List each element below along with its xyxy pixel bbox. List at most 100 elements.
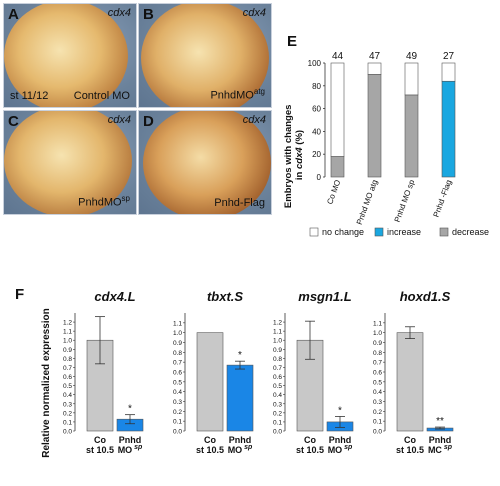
- gene-label-d: cdx4: [242, 114, 266, 126]
- category-label-f: Pnhd: [119, 435, 142, 445]
- panel-label-a: A: [8, 6, 19, 23]
- embryo-c: [4, 111, 132, 214]
- legend-swatch: [309, 227, 319, 237]
- bar-f: [396, 332, 424, 432]
- y-tick-label-f: 0.2: [63, 410, 72, 417]
- y-tick-label-f: 0.7: [373, 360, 382, 367]
- y-tick-label-f: 1.0: [173, 330, 182, 337]
- y-tick-label-f: 1.0: [373, 330, 382, 337]
- category-label-f: Co: [204, 435, 216, 445]
- category-label-f2: st 10.5: [396, 445, 424, 455]
- bar-charts-f: Relative normalized expression cdx4.L 0.0…: [41, 289, 454, 458]
- bar-segment-decrease: [330, 156, 345, 178]
- category-label-e: Pnhd MO sp: [393, 178, 417, 223]
- y-axis-label-e: Embryos with changes in cdx4 (%): [283, 102, 305, 208]
- legend-label: increase: [387, 227, 421, 237]
- y-tick-label-f: 0.7: [173, 360, 182, 367]
- category-label-f: Pnhd: [429, 435, 452, 445]
- bar-segment-no-change: [404, 62, 419, 96]
- count-label: 49: [406, 51, 418, 62]
- y-tick-label-f: 0.1: [373, 419, 382, 426]
- y-tick-label-f: 0.1: [273, 419, 282, 426]
- embryo-a: [4, 4, 128, 107]
- legend-swatch: [439, 227, 449, 237]
- y-tick-label-f: 0.3: [173, 399, 182, 406]
- y-tick-label-f: 0.4: [373, 389, 382, 396]
- condition-label-d: Pnhd-Flag: [214, 197, 265, 209]
- y-tick-label-f: 0.2: [173, 409, 182, 416]
- image-panel-c: C cdx4 PnhdMOsp: [3, 110, 137, 215]
- y-tick-label-f: 0.9: [373, 340, 382, 347]
- y-axis-label-f: Relative normalized expression: [41, 308, 52, 458]
- bar-segment-no-change: [441, 62, 456, 82]
- y-tick-label-f: 0.8: [373, 350, 382, 357]
- y-tick-label-f: 0.5: [373, 379, 382, 386]
- y-tick-label-f: 0.8: [63, 356, 72, 363]
- category-label-f2: st 10.5: [86, 445, 114, 455]
- y-tick-label-f: 1.2: [273, 320, 282, 327]
- bar-segment-no-change: [330, 62, 345, 157]
- gene-label-b: cdx4: [242, 7, 266, 19]
- y-tick-label-f: 1.1: [373, 320, 382, 327]
- bar-segment-decrease: [367, 74, 382, 178]
- y-tick-label-e: 20: [312, 150, 321, 159]
- y-tick-label-f: 0.3: [373, 399, 382, 406]
- panel-label-c: C: [8, 113, 19, 130]
- category-label-f: Co: [404, 435, 416, 445]
- bar-segment-no-change: [367, 62, 382, 75]
- count-label: 44: [332, 51, 344, 62]
- category-label-f2: MO sp: [228, 444, 253, 455]
- embryo-b: [141, 4, 269, 107]
- chart-title-f: hoxd1.S: [400, 289, 451, 304]
- y-tick-label-e: 80: [312, 82, 321, 91]
- y-tick-label-f: 1.1: [273, 329, 282, 336]
- y-tick-label-f: 0.1: [63, 419, 72, 426]
- significance-marker: *: [128, 404, 132, 415]
- y-tick-label-f: 0.8: [173, 350, 182, 357]
- category-label-e: Pnhd MO atg: [355, 179, 380, 226]
- y-tick-label-f: 0.0: [63, 429, 72, 436]
- gene-label-a: cdx4: [107, 7, 131, 19]
- y-tick-label-f: 0.9: [273, 347, 282, 354]
- y-tick-label-f: 0.9: [63, 347, 72, 354]
- y-tick-label-e: 60: [312, 105, 321, 114]
- y-tick-label-f: 0.0: [373, 429, 382, 436]
- chart-title-f: cdx4.L: [94, 289, 135, 304]
- y-tick-label-f: 0.4: [273, 392, 282, 399]
- embryo-d: [143, 111, 271, 214]
- stage-label: st 11/12: [10, 90, 49, 102]
- legend-label: no change: [322, 227, 364, 237]
- significance-marker: *: [238, 350, 242, 361]
- condition-label-c: PnhdMOsp: [78, 194, 130, 209]
- category-label-f: Co: [94, 435, 106, 445]
- image-panel-d: D cdx4 Pnhd-Flag: [138, 110, 272, 215]
- y-tick-label-f: 0.5: [63, 383, 72, 390]
- y-tick-label-f: 1.1: [173, 320, 182, 327]
- bar-segment-increase: [441, 80, 456, 178]
- category-label-f2: st 10.5: [296, 445, 324, 455]
- y-tick-label-f: 0.7: [63, 365, 72, 372]
- y-tick-label-f: 0.3: [63, 401, 72, 408]
- count-label: 27: [443, 51, 455, 62]
- y-tick-label-f: 0.6: [173, 370, 182, 377]
- stacked-bar-chart-e: Embryos with changes in cdx4 (%) 0 20 40 60…: [283, 51, 489, 237]
- image-panel-b: B cdx4 PnhdMOatg: [138, 3, 272, 108]
- y-tick-label-f: 0.0: [173, 429, 182, 436]
- legend-label: decrease: [452, 227, 489, 237]
- category-label-f2: st 10.5: [196, 445, 224, 455]
- y-tick-label-f: 0.3: [273, 401, 282, 408]
- y-tick-label-f: 0.6: [273, 374, 282, 381]
- category-label-f2: MC sp: [428, 444, 453, 455]
- y-tick-label-e: 40: [312, 127, 321, 136]
- y-tick-label-f: 0.4: [63, 392, 72, 399]
- y-tick-label-f: 0.6: [373, 370, 382, 377]
- panel-label-b: B: [143, 6, 154, 23]
- y-tick-label-f: 0.2: [273, 410, 282, 417]
- y-tick-label-f: 0.7: [273, 365, 282, 372]
- y-tick-label-f: 0.4: [173, 389, 182, 396]
- count-label: 47: [369, 51, 381, 62]
- category-label-f2: MO sp: [118, 444, 143, 455]
- bar-f: [196, 332, 224, 432]
- chart-title-f: msgn1.L: [298, 289, 352, 304]
- panel-label-e: E: [287, 33, 298, 50]
